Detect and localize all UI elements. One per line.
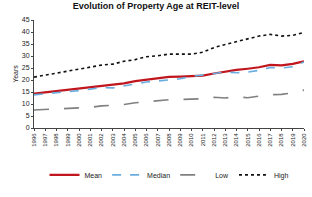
svg-text:1999: 1999 (65, 133, 71, 147)
svg-text:1997: 1997 (42, 133, 48, 147)
svg-text:2016: 2016 (256, 133, 262, 147)
svg-text:2000: 2000 (76, 133, 82, 147)
svg-text:2012: 2012 (211, 133, 217, 147)
svg-text:Low: Low (215, 172, 229, 179)
svg-text:2020: 2020 (301, 133, 307, 147)
svg-text:2010: 2010 (188, 133, 194, 147)
svg-text:2001: 2001 (87, 133, 93, 147)
svg-text:Median: Median (147, 172, 170, 179)
svg-text:2007: 2007 (155, 133, 161, 147)
svg-text:45: 45 (22, 16, 30, 23)
svg-text:2018: 2018 (278, 133, 284, 147)
svg-text:2006: 2006 (143, 133, 149, 147)
svg-text:2005: 2005 (132, 133, 138, 147)
svg-text:25: 25 (22, 64, 30, 71)
svg-text:30: 30 (22, 52, 30, 59)
svg-text:2013: 2013 (222, 133, 228, 147)
svg-text:2003: 2003 (110, 133, 116, 147)
svg-text:2004: 2004 (121, 133, 127, 147)
svg-text:0: 0 (26, 124, 30, 131)
svg-text:2008: 2008 (166, 133, 172, 147)
svg-text:2014: 2014 (233, 133, 239, 147)
svg-text:2002: 2002 (98, 133, 104, 147)
svg-text:2019: 2019 (290, 133, 296, 147)
svg-text:40: 40 (22, 28, 30, 35)
svg-text:5: 5 (26, 112, 30, 119)
svg-text:10: 10 (22, 100, 30, 107)
svg-text:Evolution of Property Age at R: Evolution of Property Age at REIT-level (73, 1, 240, 11)
svg-text:Years: Years (12, 65, 19, 83)
svg-text:High: High (274, 172, 289, 180)
svg-text:35: 35 (22, 40, 30, 47)
svg-text:2009: 2009 (177, 133, 183, 147)
svg-text:2015: 2015 (245, 133, 251, 147)
svg-text:20: 20 (22, 76, 30, 83)
svg-text:2011: 2011 (200, 133, 206, 147)
svg-text:15: 15 (22, 88, 30, 95)
svg-text:2017: 2017 (267, 133, 273, 147)
svg-text:1996: 1996 (31, 133, 37, 147)
svg-text:1998: 1998 (53, 133, 59, 147)
svg-text:Mean: Mean (85, 172, 103, 179)
